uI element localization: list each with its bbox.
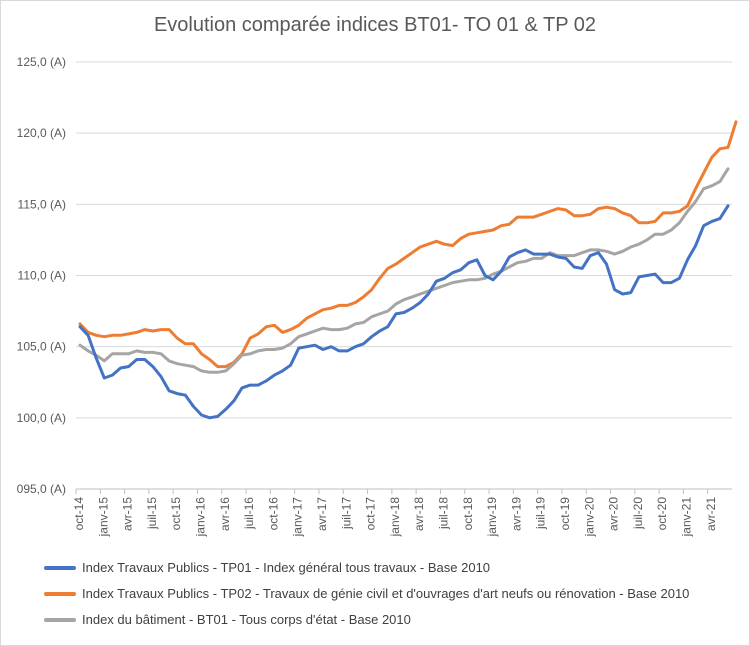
x-tick-label: avr-17 [315,497,329,531]
y-axis-tick-labels: 095,0 (A) 100,0 (A) 105,0 (A) 110,0 (A) 115,… [17,55,66,496]
series-lines [78,120,738,420]
y-tick-label: 120,0 (A) [17,126,66,140]
legend-swatch-bt01 [44,618,76,622]
series-line-tp02 [78,120,738,369]
x-tick-label: juil-15 [145,497,159,530]
legend-label-tp01: Index Travaux Publics - TP01 - Index gén… [82,560,491,575]
x-tick-label: avr-16 [218,497,232,531]
series-line-bt01 [78,167,730,374]
y-tick-label: 115,0 (A) [18,197,66,211]
x-tick-label: juil-19 [534,497,548,530]
x-tick-label: oct-16 [266,497,280,531]
x-tick-label: avr-15 [121,497,135,531]
x-tick-label: janv-21 [679,497,693,538]
y-tick-label: 095,0 (A) [17,482,66,496]
legend-label-bt01: Index du bâtiment - BT01 - Tous corps d'… [82,612,411,627]
x-tick-label: avr-19 [509,497,523,531]
legend-item-bt01: Index du bâtiment - BT01 - Tous corps d'… [44,607,689,633]
legend-label-tp02: Index Travaux Publics - TP02 - Travaux d… [82,586,690,601]
gridlines [76,61,732,419]
x-tick-label: oct-18 [461,497,475,531]
x-tick-label: oct-14 [72,497,86,531]
x-tick-label: avr-18 [412,497,426,531]
x-tick-label: janv-16 [194,497,208,538]
legend-item-tp02: Index Travaux Publics - TP02 - Travaux d… [44,581,689,607]
x-tick-label: oct-19 [558,497,572,531]
legend: Index Travaux Publics - TP01 - Index gén… [44,555,689,633]
x-tick-label: janv-20 [582,497,596,538]
legend-item-tp01: Index Travaux Publics - TP01 - Index gén… [44,555,689,581]
x-tick-label: oct-17 [364,497,378,531]
x-tick-label: janv-19 [485,497,499,538]
x-tick-label: oct-20 [655,497,669,531]
x-tick-label: oct-15 [169,497,183,531]
x-axis-ticks [75,489,709,494]
x-tick-label: janv-15 [96,497,110,538]
chart-title: Evolution comparée indices BT01- TO 01 &… [153,14,597,36]
x-tick-label: juil-18 [436,497,450,530]
legend-swatch-tp01 [44,566,76,570]
x-tick-label: juil-17 [339,497,353,530]
x-tick-label: juil-16 [242,497,256,530]
x-tick-label: avr-20 [607,497,621,531]
x-tick-label: avr-21 [704,497,718,531]
x-tick-label: juil-20 [631,497,645,530]
x-tick-label: janv-17 [291,497,305,538]
legend-swatch-tp02 [44,592,76,596]
y-tick-label: 105,0 (A) [17,340,66,354]
y-tick-label: 125,0 (A) [17,55,66,69]
y-tick-label: 100,0 (A) [17,411,66,425]
series-line-tp01 [78,204,730,420]
x-axis-tick-labels: oct-14 janv-15 avr-15 juil-15 oct-15 janv-16 a… [72,497,718,538]
y-tick-label: 110,0 (A) [18,269,66,283]
x-tick-label: janv-18 [388,497,402,538]
